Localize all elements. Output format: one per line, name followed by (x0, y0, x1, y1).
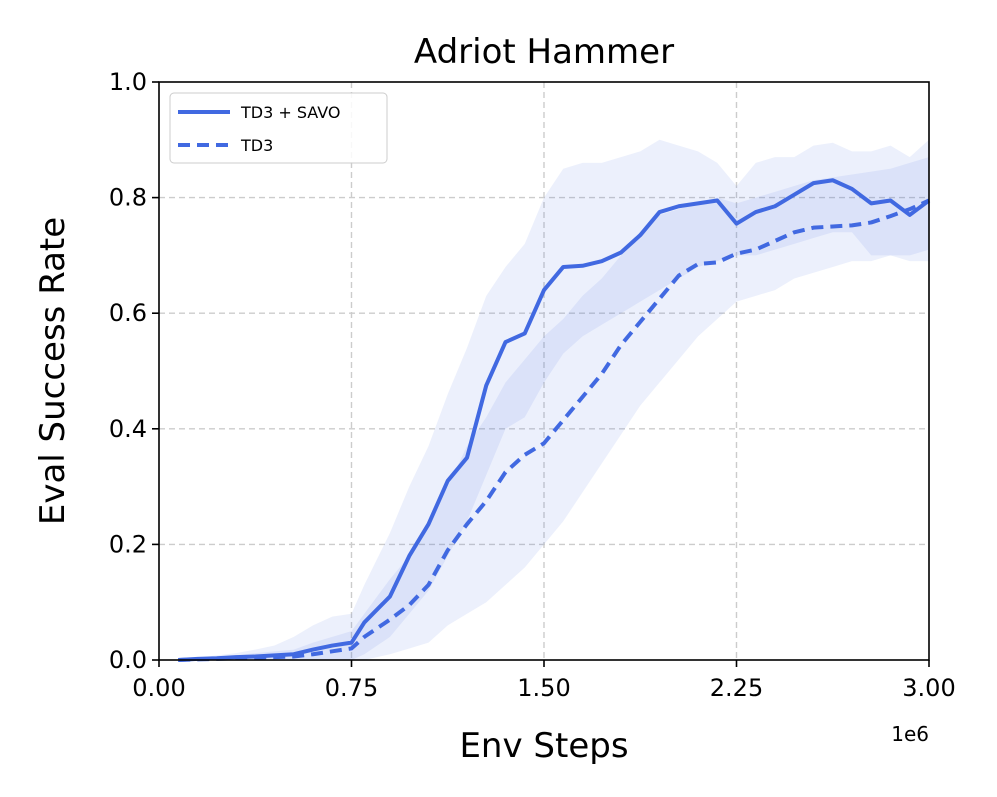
x-axis-offset-label: 1e6 (891, 722, 929, 746)
y-tick-label: 0.6 (109, 299, 147, 327)
y-tick-label: 1.0 (109, 68, 147, 96)
x-axis-ticks: 0.00 0.75 1.50 2.25 3.00 (132, 660, 956, 702)
data-point-td3-savo (408, 555, 410, 557)
grid (159, 82, 929, 660)
data-point-td3 (389, 618, 391, 620)
data-point-td3 (312, 653, 314, 655)
data-point-td3-savo (427, 523, 429, 525)
data-point-td3-savo (331, 644, 333, 646)
data-point-td3 (447, 549, 449, 551)
x-tick-label: 0.75 (325, 674, 378, 702)
x-tick-label: 2.25 (710, 674, 763, 702)
y-axis-label: Eval Success Rate (33, 217, 73, 525)
data-point-td3-savo (870, 202, 872, 204)
data-point-td3-savo (389, 595, 391, 597)
data-point-td3-savo (755, 211, 757, 213)
legend: TD3 + SAVO TD3 (169, 92, 388, 164)
data-point-td3-savo (697, 202, 699, 204)
data-point-td3 (832, 225, 834, 227)
data-point-td3-savo (447, 480, 449, 482)
y-tick-label: 0.2 (109, 530, 147, 558)
data-point-td3-savo (832, 179, 834, 181)
x-tick-label: 3.00 (902, 674, 955, 702)
data-point-td3 (678, 274, 680, 276)
data-point-td3-savo (312, 648, 314, 650)
data-point-td3-savo (774, 205, 776, 207)
data-point-td3 (774, 240, 776, 242)
y-tick-label: 0.8 (109, 184, 147, 212)
data-point-td3-savo (889, 199, 891, 201)
x-tick-label: 1.50 (517, 674, 570, 702)
data-point-td3-savo (851, 188, 853, 190)
x-axis-label: Env Steps (459, 726, 628, 766)
data-point-td3 (254, 656, 256, 658)
data-point-td3-savo (581, 265, 583, 267)
y-tick-label: 0.4 (109, 415, 147, 443)
data-point-td3 (485, 500, 487, 502)
data-point-td3 (562, 419, 564, 421)
data-point-td3-savo (601, 260, 603, 262)
confidence-band-td3 (178, 157, 929, 660)
series-line-td3 (178, 198, 930, 662)
y-tick-label: 0.0 (109, 646, 147, 674)
data-point-td3-savo (504, 341, 506, 343)
data-point-td3 (755, 248, 757, 250)
data-point-td3 (909, 208, 911, 210)
data-point-td3-savo (363, 621, 365, 623)
data-point-td3-savo (735, 222, 737, 224)
legend-label-td3-savo: TD3 + SAVO (240, 103, 340, 122)
data-point-td3 (466, 523, 468, 525)
data-point-td3 (735, 252, 737, 254)
data-point-td3 (601, 373, 603, 375)
data-point-td3 (363, 636, 365, 638)
data-point-td3-savo (909, 214, 911, 216)
data-point-td3-savo (716, 199, 718, 201)
data-point-td3 (331, 650, 333, 652)
data-point-td3 (639, 321, 641, 323)
data-point-td3 (235, 657, 237, 659)
chart-title: Adriot Hammer (414, 32, 674, 72)
data-point-td3 (697, 263, 699, 265)
data-point-td3-savo (812, 182, 814, 184)
data-point-td3 (350, 647, 352, 649)
data-point-td3-savo (620, 251, 622, 253)
data-point-td3 (793, 231, 795, 233)
data-point-td3 (812, 226, 814, 228)
data-point-td3-savo (658, 211, 660, 213)
data-point-td3-savo (793, 194, 795, 196)
data-point-td3-savo (543, 289, 545, 291)
data-point-td3-savo (639, 234, 641, 236)
data-point-td3 (851, 224, 853, 226)
data-point-td3-savo (350, 641, 352, 643)
data-point-td3 (293, 655, 295, 657)
confidence-bands (178, 139, 929, 661)
data-point-td3-savo (485, 384, 487, 386)
data-point-td3-savo (524, 332, 526, 334)
data-point-td3 (524, 454, 526, 456)
data-point-td3 (889, 215, 891, 217)
data-point-td3-savo (562, 266, 564, 268)
data-point-td3 (427, 584, 429, 586)
data-point-td3 (658, 298, 660, 300)
data-point-td3-savo (678, 205, 680, 207)
data-point-td3 (870, 221, 872, 223)
data-point-td3 (543, 442, 545, 444)
data-point-td3 (504, 471, 506, 473)
data-point-td3 (716, 261, 718, 263)
data-point-td3 (408, 604, 410, 606)
data-point-td3 (620, 344, 622, 346)
series-lines (178, 178, 931, 662)
y-axis-ticks: 0.0 0.2 0.4 0.6 0.8 1.0 (109, 68, 159, 674)
series-line-td3-savo (178, 178, 931, 662)
data-point-td3-savo (466, 457, 468, 459)
data-point-td3 (273, 656, 275, 658)
x-tick-label: 0.00 (132, 674, 185, 702)
data-point-td3 (581, 396, 583, 398)
legend-label-td3: TD3 (240, 136, 273, 155)
